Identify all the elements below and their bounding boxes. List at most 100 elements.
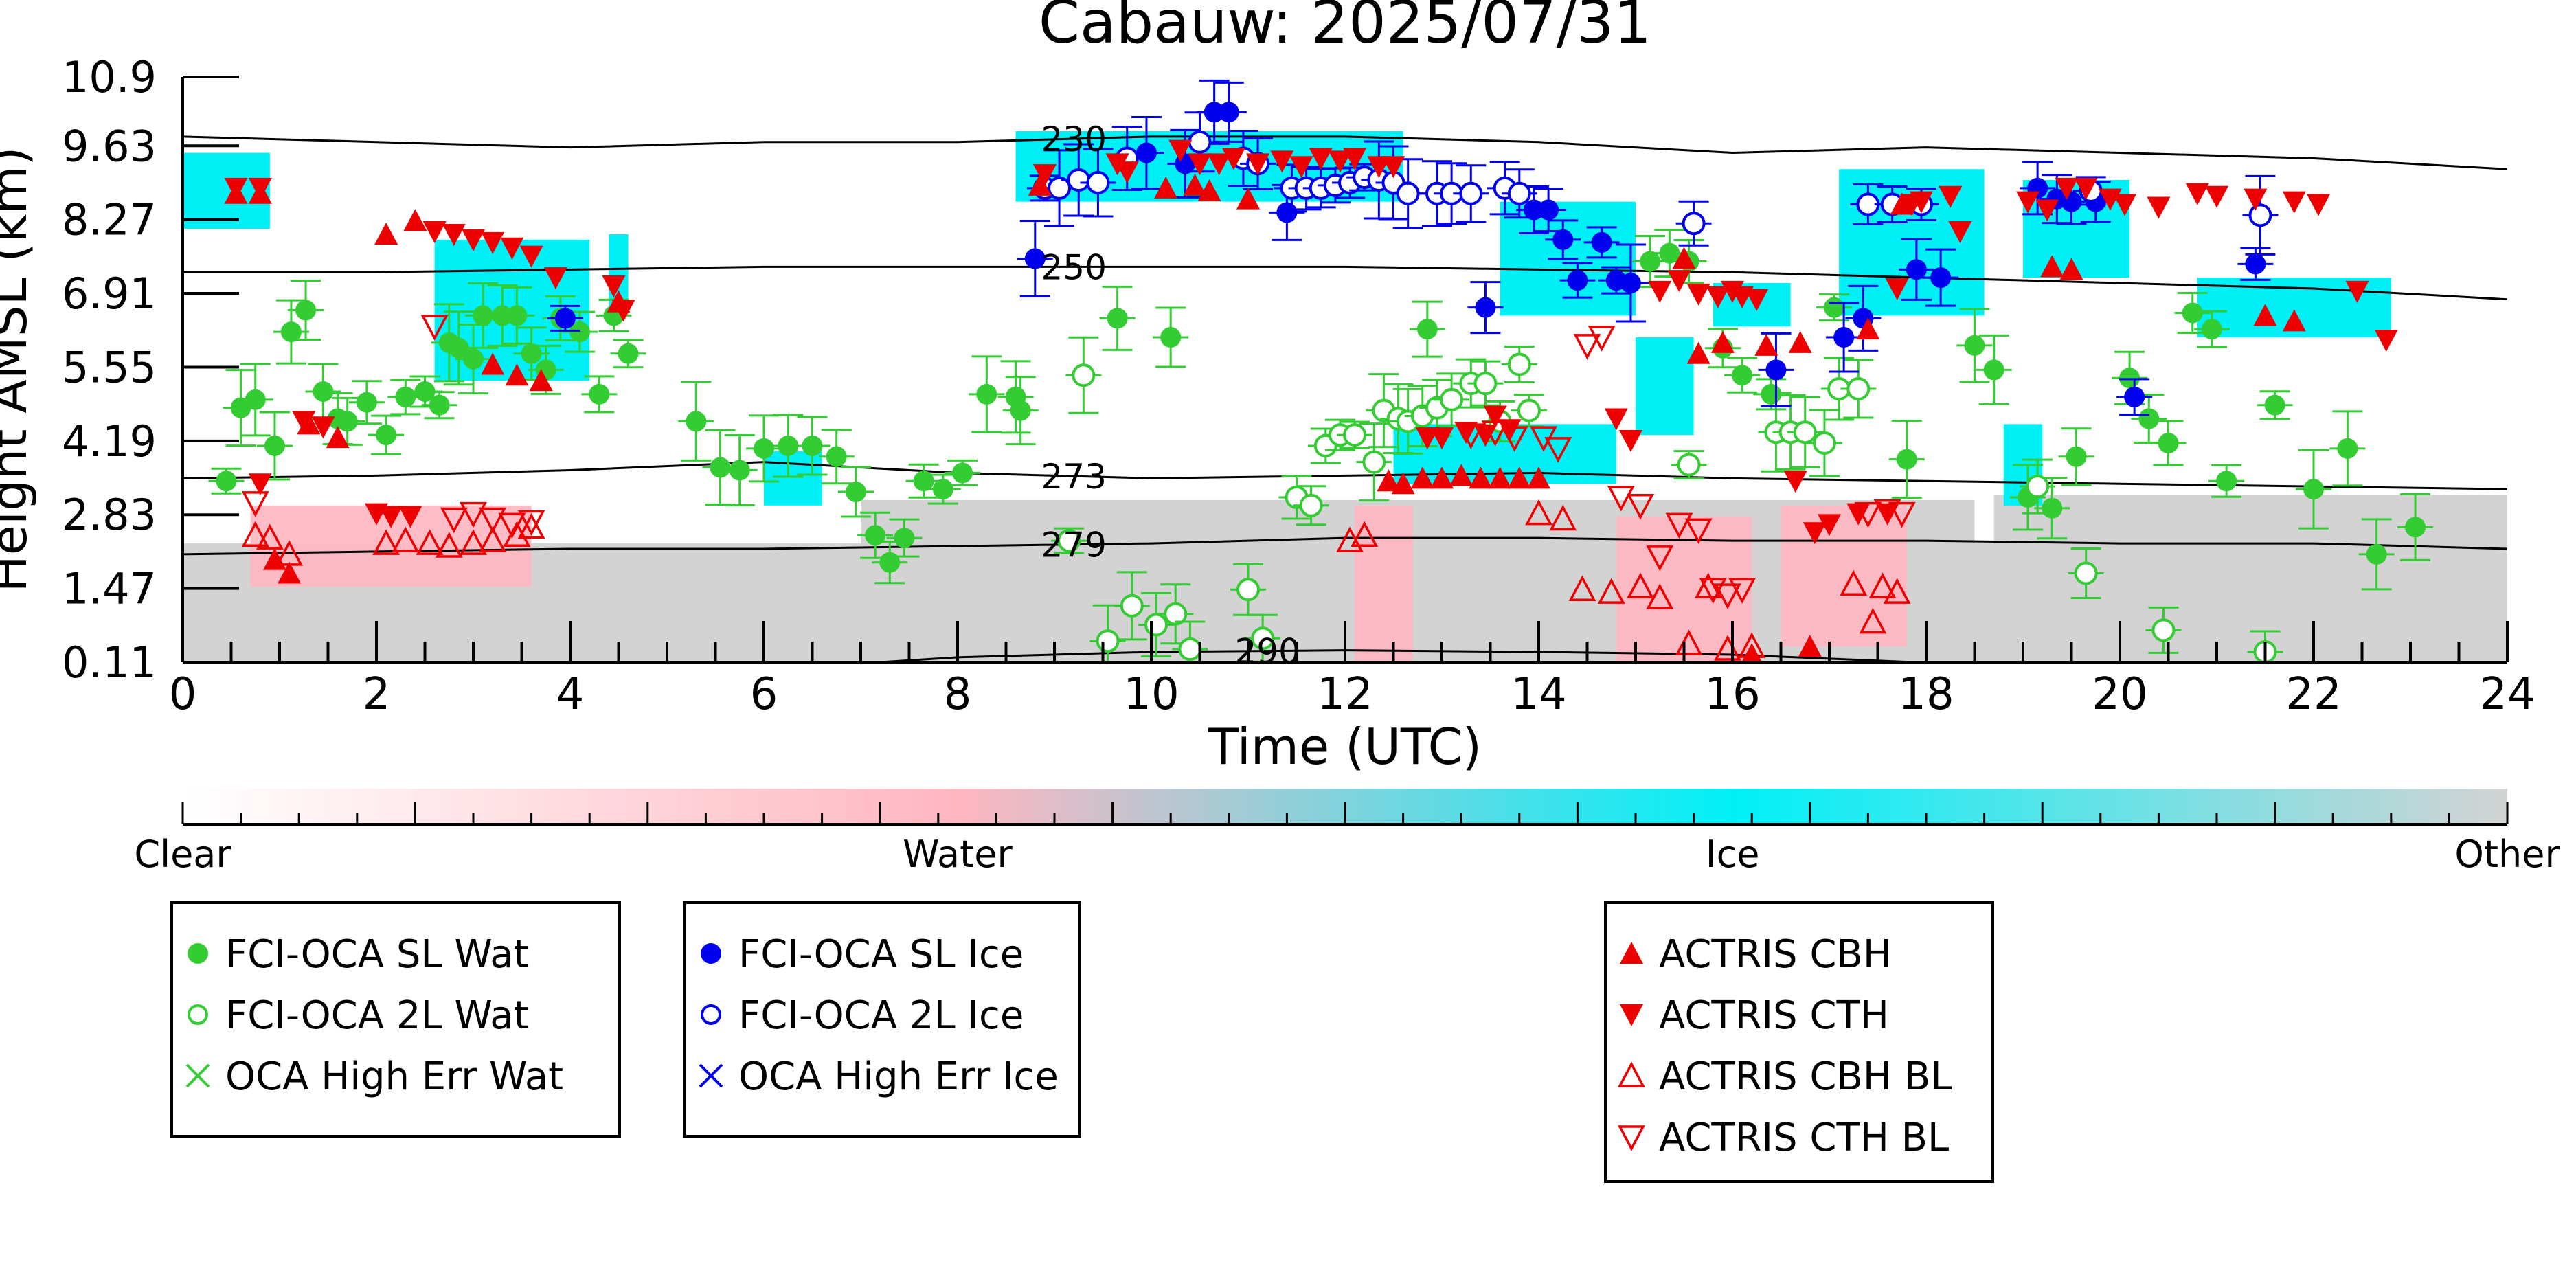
point-actris-cth-bl	[498, 512, 526, 539]
point-fci-oca-sl-wat	[618, 343, 639, 364]
point-fci-oca-sl-wat	[778, 435, 799, 456]
point-fci-oca-sl-wat	[2042, 497, 2063, 519]
point-actris-cbh-bl	[1694, 572, 1722, 598]
point-fci-oca-sl-wat	[1896, 449, 1917, 470]
point-actris-cth	[1846, 503, 1871, 526]
colorbar-labels: Clear Water Ice Other	[134, 833, 2560, 876]
legend-label: FCI-OCA SL Ice	[738, 932, 1024, 977]
point-actris-cth	[1221, 148, 1245, 170]
point-fci-oca-sl-wat	[295, 300, 317, 321]
y-tick-label: 2.83	[62, 490, 157, 540]
point-actris-cth	[1483, 405, 1507, 428]
point-fci-oca-sl-wat	[1640, 251, 1661, 272]
y-tick-label: 6.91	[62, 269, 157, 319]
point-actris-cbh-bl	[479, 526, 507, 552]
point-actris-cth	[1343, 148, 1367, 170]
point-actris-cth	[1948, 221, 1972, 244]
mask-region-ice	[183, 152, 270, 229]
point-fci-oca-2l-wat	[1120, 594, 1144, 618]
point-actris-cth	[2016, 191, 2040, 214]
point-actris-cbh-bl	[435, 532, 463, 558]
x-axis-label: Time (UTC)	[1208, 718, 1482, 776]
point-actris-cbh-bl	[275, 540, 304, 566]
point-fci-oca-2l-ice	[1682, 212, 1706, 236]
point-fci-oca-sl-wat	[264, 435, 285, 456]
point-actris-cbh	[1236, 187, 1260, 210]
point-fci-oca-sl-wat	[429, 394, 450, 416]
legend-label: ACTRIS CBH BL	[1659, 1054, 1952, 1099]
point-fci-oca-sl-wat	[280, 321, 302, 343]
point-actris-cbh	[1430, 466, 1454, 489]
point-actris-cth	[1430, 427, 1454, 450]
y-tick-label: 0.11	[62, 637, 157, 688]
point-actris-cth	[379, 506, 403, 528]
series-actris-cbh-bl	[241, 499, 1911, 661]
point-actris-cbh	[2253, 304, 2277, 326]
point-actris-cth	[1885, 278, 1909, 300]
point-actris-cbh	[1410, 466, 1434, 489]
point-fci-oca-sl-wat	[2366, 543, 2387, 565]
point-actris-cth	[248, 473, 272, 496]
point-fci-oca-sl-wat	[356, 392, 377, 413]
colorbar-label-other: Other	[2454, 833, 2560, 876]
x-tick-label: 2	[363, 669, 391, 720]
point-fci-oca-sl-wat	[2158, 432, 2179, 453]
mask-region-water	[1355, 505, 1413, 662]
point-actris-cbh	[1154, 176, 1178, 199]
point-actris-cbh	[1469, 466, 1493, 489]
x-ticks: 0 2 4 6 8 10 12 14 16 18 20 22 24	[169, 621, 2535, 720]
legend-box-2: FCI-OCA SL Ice FCI-OCA 2L Ice OCA High Err…	[683, 901, 1081, 1138]
legend-label: ACTRIS CBH	[1659, 932, 1892, 977]
point-actris-cbh-bl	[1883, 578, 1911, 604]
point-fci-oca-sl-wat	[2337, 438, 2358, 459]
point-actris-cbh	[1507, 466, 1531, 489]
legend-marker	[1618, 1125, 1645, 1151]
isotherm-label-273: 273	[1041, 457, 1106, 497]
point-actris-cth	[2113, 194, 2137, 216]
legend-frame	[683, 901, 1081, 1138]
point-fci-oca-sl-wat	[521, 343, 542, 364]
point-actris-cbh-bl	[1597, 578, 1625, 604]
point-actris-cbh	[1527, 466, 1550, 489]
point-actris-cth	[1498, 419, 1522, 442]
point-fci-oca-sl-wat	[506, 305, 528, 326]
point-fci-oca-sl-wat	[2066, 446, 2087, 467]
point-fci-oca-2l-wat	[1178, 637, 1202, 662]
point-actris-cbh	[2040, 255, 2064, 278]
point-actris-cth	[2244, 188, 2268, 211]
point-actris-cbh	[1672, 247, 1696, 269]
x-tick-label: 0	[169, 669, 197, 720]
point-fci-oca-sl-wat	[1659, 242, 1680, 264]
point-actris-cbh	[529, 369, 553, 392]
point-actris-cth	[2185, 183, 2209, 205]
point-fci-oca-sl-wat	[710, 457, 731, 478]
point-actris-cbh-bl	[517, 512, 545, 539]
point-actris-cth	[602, 275, 626, 298]
point-fci-oca-2l-ice	[1086, 170, 1110, 194]
colorbar-ticks	[181, 802, 2509, 824]
point-actris-cbh	[278, 561, 302, 584]
y-tick-label: 8.27	[62, 195, 157, 245]
x-tick-label: 8	[944, 669, 972, 720]
point-actris-cbh-bl	[1568, 575, 1596, 601]
point-actris-cth	[1115, 161, 1139, 184]
point-fci-oca-sl-ice	[1475, 297, 1496, 318]
point-actris-cth-bl	[1607, 486, 1635, 512]
point-fci-oca-sl-wat	[1964, 335, 1985, 356]
legend-marker	[701, 943, 721, 964]
point-actris-cth-bl	[420, 315, 449, 341]
x-tick-label: 16	[1704, 669, 1760, 720]
point-fci-oca-2l-wat	[2074, 561, 2098, 585]
legend-item-fci-oca-2l-ice: FCI-OCA 2L Ice	[701, 993, 1024, 1038]
point-fci-oca-sl-ice	[1276, 202, 1298, 223]
legend-marker	[188, 1004, 208, 1025]
point-actris-cth-bl	[1627, 494, 1654, 520]
y-tick-label: 4.19	[62, 416, 157, 466]
point-actris-cth-bl	[241, 491, 269, 517]
point-actris-cth	[2205, 185, 2228, 208]
legend-item-fci-oca-sl-ice: FCI-OCA SL Ice	[701, 932, 1024, 977]
point-actris-cbh-bl	[256, 523, 284, 550]
point-actris-cth	[1909, 191, 1933, 214]
point-actris-cbh-bl	[1859, 607, 1887, 634]
point-fci-oca-2l-ice	[2248, 203, 2272, 227]
